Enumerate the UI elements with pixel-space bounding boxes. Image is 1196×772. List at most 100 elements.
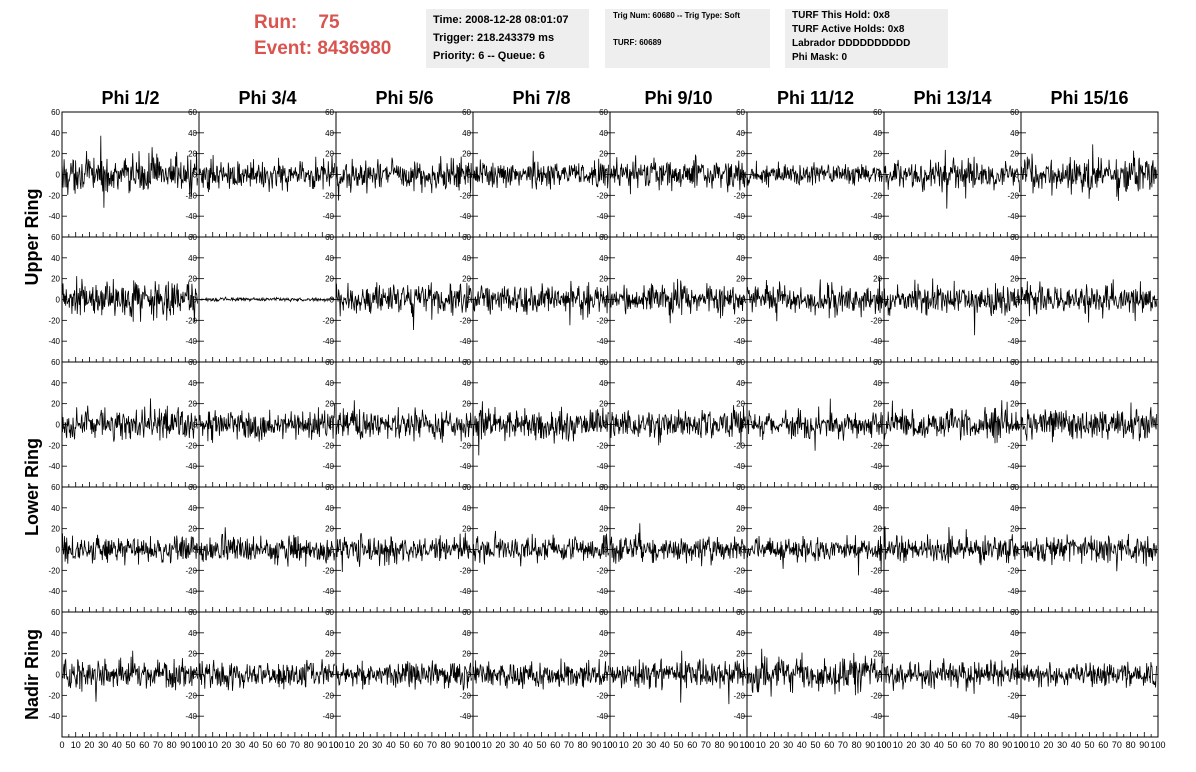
y-tick-label: -20 (733, 566, 745, 575)
x-tick-label: 50 (125, 740, 135, 750)
column-header: Phi 9/10 (644, 88, 712, 108)
y-tick-label: 40 (462, 129, 471, 138)
waveform-trace (198, 659, 335, 691)
y-tick-label: 20 (462, 650, 471, 659)
y-tick-label: -20 (185, 691, 197, 700)
y-tick-label: 20 (736, 275, 745, 284)
y-tick-label: 60 (1010, 608, 1019, 617)
event-label: Event: (254, 38, 313, 59)
y-tick-label: -20 (322, 191, 334, 200)
y-tick-label: 40 (873, 379, 882, 388)
y-tick-label: 40 (188, 379, 197, 388)
y-tick-label: 20 (188, 525, 197, 534)
x-tick-label: 90 (728, 740, 738, 750)
y-tick-label: 40 (51, 629, 60, 638)
waveform-trace (609, 523, 746, 567)
y-tick-label: -40 (870, 587, 882, 596)
y-tick-label: 20 (462, 400, 471, 409)
y-tick-label: -40 (733, 712, 745, 721)
y-tick-label: 20 (873, 525, 882, 534)
y-tick-label: 0 (467, 671, 472, 680)
y-tick-label: -20 (870, 191, 882, 200)
waveform-trace (61, 398, 198, 442)
x-tick-label: 40 (249, 740, 259, 750)
x-tick-label: 80 (167, 740, 177, 750)
y-tick-label: 40 (1010, 129, 1019, 138)
y-tick-label: 40 (736, 129, 745, 138)
y-tick-label: -20 (48, 691, 60, 700)
y-tick-label: -40 (185, 337, 197, 346)
x-tick-label: 90 (865, 740, 875, 750)
y-tick-label: 60 (599, 358, 608, 367)
y-tick-label: 0 (56, 546, 61, 555)
waveform-trace (198, 154, 335, 193)
x-tick-label: 80 (715, 740, 725, 750)
y-tick-label: -20 (459, 191, 471, 200)
y-tick-label: 60 (873, 483, 882, 492)
y-tick-label: -40 (322, 337, 334, 346)
ring-label: Nadir Ring (22, 629, 42, 720)
x-tick-label: 80 (578, 740, 588, 750)
y-tick-label: 40 (736, 254, 745, 263)
x-tick-label: 50 (536, 740, 546, 750)
y-tick-label: -20 (185, 566, 197, 575)
column-header: Phi 15/16 (1050, 88, 1128, 108)
x-tick-label: 100 (876, 740, 891, 750)
column-header: Phi 3/4 (238, 88, 296, 108)
y-tick-label: -20 (1007, 191, 1019, 200)
y-tick-label: 0 (741, 546, 746, 555)
y-tick-label: 60 (599, 108, 608, 117)
x-tick-label: 40 (797, 740, 807, 750)
y-tick-label: 20 (51, 275, 60, 284)
y-tick-label: 60 (736, 608, 745, 617)
y-tick-label: -20 (596, 566, 608, 575)
y-tick-label: -40 (870, 212, 882, 221)
waveform-trace (335, 532, 472, 573)
x-tick-label: 0 (59, 740, 64, 750)
y-tick-label: 20 (736, 650, 745, 659)
x-tick-label: 60 (687, 740, 697, 750)
y-tick-label: 60 (873, 608, 882, 617)
x-tick-label: 0 (470, 740, 475, 750)
waveform-trace (1020, 279, 1157, 323)
y-tick-label: 0 (330, 671, 335, 680)
y-tick-label: -40 (1007, 587, 1019, 596)
waveform-trace (61, 650, 198, 702)
y-tick-label: -40 (48, 462, 60, 471)
x-tick-label: 10 (619, 740, 629, 750)
x-tick-label: 80 (304, 740, 314, 750)
x-tick-label: 0 (881, 740, 886, 750)
waveform-trace (472, 150, 609, 190)
x-tick-label: 50 (810, 740, 820, 750)
y-tick-label: 60 (188, 483, 197, 492)
y-tick-label: -40 (322, 212, 334, 221)
y-tick-label: 40 (873, 129, 882, 138)
y-tick-label: 20 (873, 275, 882, 284)
x-tick-label: 30 (646, 740, 656, 750)
y-tick-label: 40 (188, 629, 197, 638)
y-tick-label: 60 (462, 233, 471, 242)
phi-mask-text: Phi Mask: 0 (792, 52, 848, 63)
y-tick-label: 60 (462, 608, 471, 617)
x-tick-label: 80 (852, 740, 862, 750)
y-tick-label: -20 (733, 191, 745, 200)
x-tick-label: 40 (523, 740, 533, 750)
y-tick-label: 40 (188, 504, 197, 513)
y-tick-label: 60 (736, 108, 745, 117)
waveform-trace (609, 153, 746, 195)
y-tick-label: 0 (878, 296, 883, 305)
y-tick-label: -40 (322, 712, 334, 721)
x-tick-label: 90 (591, 740, 601, 750)
y-tick-label: 40 (1010, 379, 1019, 388)
waveform-trace (335, 156, 472, 201)
y-tick-label: 20 (736, 150, 745, 159)
x-tick-label: 0 (1018, 740, 1023, 750)
y-tick-label: 40 (736, 629, 745, 638)
y-tick-label: 20 (51, 400, 60, 409)
y-tick-label: 20 (599, 650, 608, 659)
y-tick-label: 60 (736, 358, 745, 367)
y-tick-label: 40 (873, 504, 882, 513)
y-tick-label: 60 (599, 483, 608, 492)
y-tick-label: 20 (325, 150, 334, 159)
